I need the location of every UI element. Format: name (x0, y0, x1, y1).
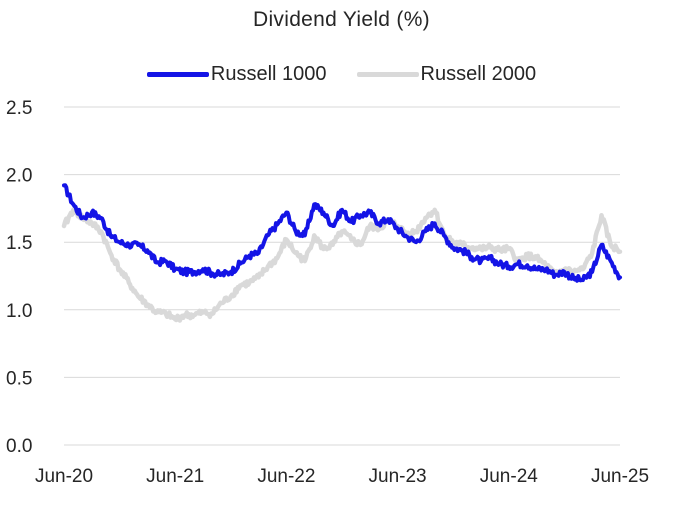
x-tick-label: Jun-25 (591, 466, 649, 487)
legend-swatch-russell-2000 (356, 72, 419, 77)
y-tick-label: 1.0 (6, 301, 32, 322)
series-line-russell-1000 (62, 183, 622, 283)
series-line-russell-2000 (61, 206, 623, 323)
y-tick-label: 1.5 (6, 233, 32, 254)
legend-item-russell-1000: Russell 1000 (146, 63, 327, 86)
y-tick-label: 2.0 (6, 166, 32, 187)
legend-label-russell-2000: Russell 2000 (420, 63, 537, 85)
legend-item-russell-2000: Russell 2000 (356, 63, 537, 86)
legend-label-russell-1000: Russell 1000 (210, 63, 327, 85)
y-tick-label: 2.5 (6, 98, 32, 119)
x-tick-label: Jun-22 (257, 466, 315, 487)
x-tick-label: Jun-20 (35, 466, 93, 487)
x-tick-label: Jun-24 (480, 466, 539, 487)
chart-title: Dividend Yield (%) (253, 8, 430, 31)
chart-legend: Russell 1000 Russell 2000 (0, 63, 683, 86)
legend-swatch-russell-1000 (146, 72, 209, 77)
y-tick-label: 0.5 (6, 368, 32, 389)
x-tick-label: Jun-21 (146, 466, 204, 487)
y-tick-label: 0.0 (6, 436, 32, 457)
x-tick-label: Jun-23 (369, 466, 427, 487)
